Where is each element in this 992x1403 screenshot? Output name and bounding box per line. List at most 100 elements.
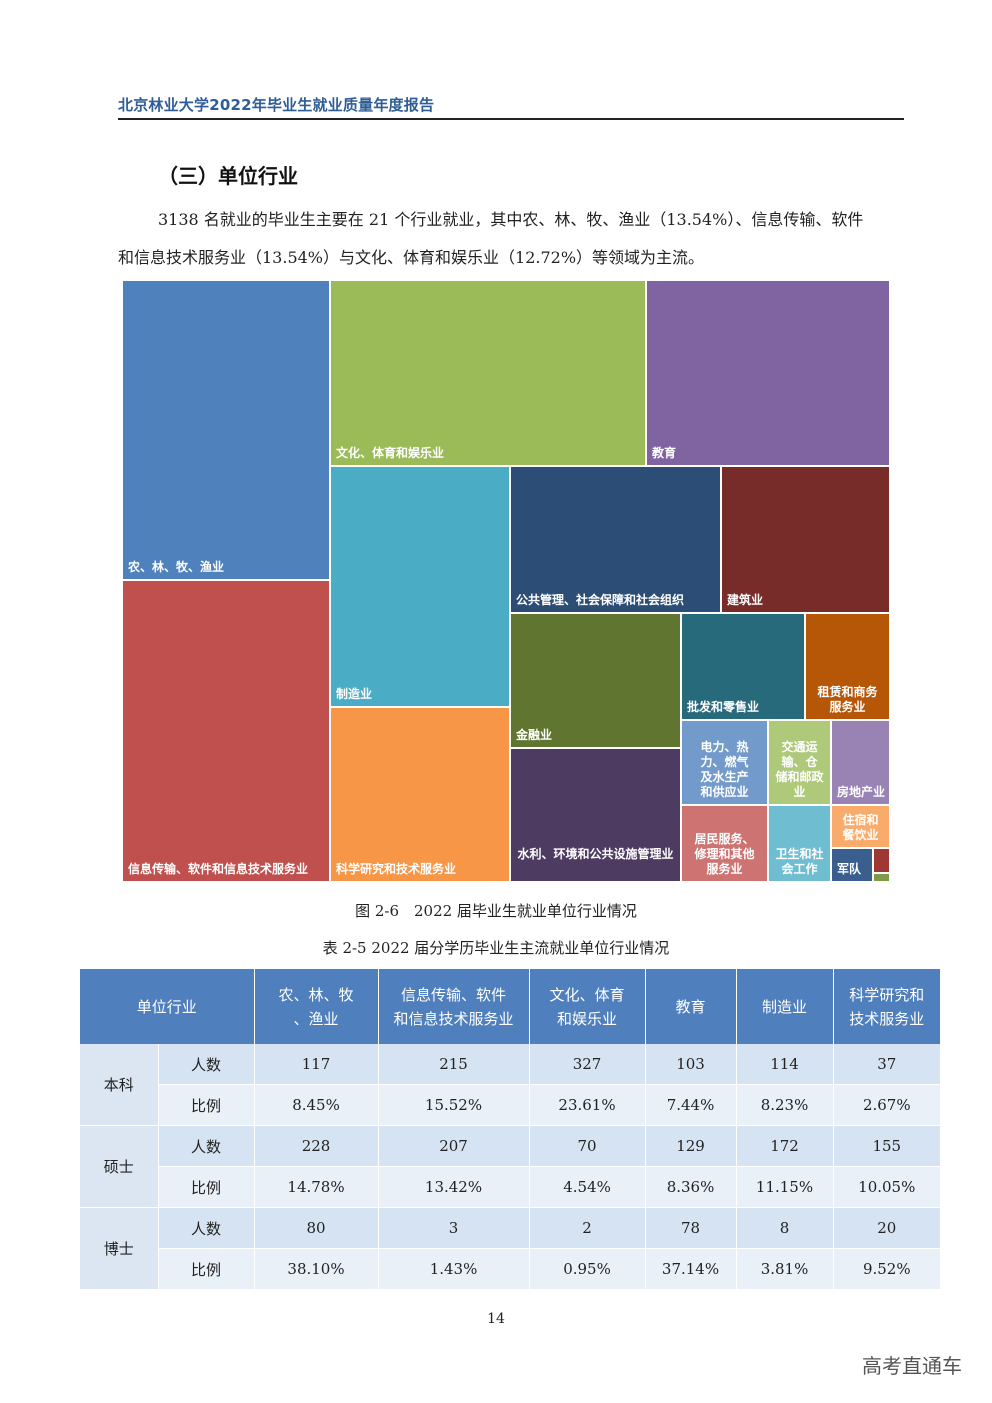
value-cell: 2.67% [833,1084,941,1126]
treemap-tile: 批发和零售业 [681,613,805,720]
treemap-tile: 交通运 输、仓 储和邮政业 [768,720,831,805]
value-cell: 37.14% [645,1248,737,1290]
header-cell-culture: 文化、体育 和娱乐业 [529,969,646,1044]
treemap-tile: 文化、体育和娱乐业 [330,280,646,466]
treemap-tile [873,873,890,882]
table-row: 比例 8.45% 15.52% 23.61% 7.44% 8.23% 2.67% [80,1084,941,1126]
report-header-title: 北京林业大学2022年毕业生就业质量年度报告 [118,96,435,114]
value-cell: 38.10% [254,1248,379,1290]
intro-paragraph-line-1: 3138 名就业的毕业生主要在 21 个行业就业，其中农、林、牧、渔业（13.5… [158,210,864,229]
treemap-tile-label: 卫生和社 会工作 [775,847,824,876]
value-cell: 2 [529,1207,646,1249]
treemap-tile-label: 租赁和商务 服务业 [817,685,878,714]
value-cell: 14.78% [254,1166,379,1208]
metric-cell: 人数 [158,1207,255,1249]
treemap-tile: 制造业 [330,466,510,707]
treemap-tile-label: 军队 [837,862,862,876]
table-row: 硕士 人数 228 207 70 129 172 155 [80,1125,941,1208]
metric-cell: 比例 [158,1166,255,1208]
treemap-tile: 居民服务、 修理和其他 服务业 [681,805,768,882]
treemap-tile: 电力、热 力、燃气 及水生产 和供应业 [681,720,768,805]
treemap-tile: 教育 [646,280,890,466]
value-cell: 0.95% [529,1248,646,1290]
value-cell: 3 [378,1207,530,1249]
treemap-tile: 金融业 [510,613,681,748]
value-cell: 114 [736,1044,834,1085]
header-cell-agriculture: 农、林、牧 、渔业 [254,969,379,1044]
value-cell: 8.45% [254,1084,379,1126]
treemap-tile-label: 批发和零售业 [687,700,760,714]
header-cell-education: 教育 [645,969,737,1044]
value-cell: 9.52% [833,1248,941,1290]
value-cell: 8.23% [736,1084,834,1126]
header-cell-it-services: 信息传输、软件 和信息技术服务业 [378,969,530,1044]
treemap-tile-label: 公共管理、社会保障和社会组织 [516,593,685,607]
table-row: 比例 38.10% 1.43% 0.95% 37.14% 3.81% 9.52% [80,1248,941,1290]
value-cell: 8 [736,1207,834,1249]
value-cell: 117 [254,1044,379,1085]
value-cell: 8.36% [645,1166,737,1208]
value-cell: 80 [254,1207,379,1249]
metric-cell: 人数 [158,1125,255,1167]
header-cell-research: 科学研究和 技术服务业 [833,969,941,1044]
value-cell: 1.43% [378,1248,530,1290]
header-cell-industry: 单位行业 [80,969,255,1044]
value-cell: 70 [529,1125,646,1167]
value-cell: 15.52% [378,1084,530,1126]
value-cell: 3.81% [736,1248,834,1290]
treemap-tile-label: 科学研究和技术服务业 [336,862,457,876]
value-cell: 215 [378,1044,530,1085]
treemap-tile-label: 制造业 [336,687,373,701]
treemap-tile-label: 交通运 输、仓 储和邮政业 [775,740,824,799]
treemap-tile: 住宿和 餐饮业 [831,805,890,848]
table-row: 本科 人数 117 215 327 103 114 37 [80,1044,941,1126]
treemap-tile: 信息传输、软件和信息技术服务业 [122,580,330,882]
treemap-tile-label: 居民服务、 修理和其他 服务业 [694,832,755,876]
treemap-tile-label: 信息传输、软件和信息技术服务业 [128,862,309,876]
degree-cell: 博士 [80,1207,159,1290]
treemap-tile-label: 金融业 [516,728,553,742]
value-cell: 20 [833,1207,941,1249]
value-cell: 103 [645,1044,737,1085]
table-row: 比例 14.78% 13.42% 4.54% 8.36% 11.15% 10.0… [80,1166,941,1208]
treemap-tile: 房地产业 [831,720,890,805]
watermark: 高考直通车 [862,1354,962,1378]
metric-cell: 人数 [158,1044,255,1085]
intro-paragraph-line-2: 和信息技术服务业（13.54%）与文化、体育和娱乐业（12.72%）等领域为主流… [118,248,705,267]
value-cell: 172 [736,1125,834,1167]
metric-cell: 比例 [158,1248,255,1290]
section-heading: （三）单位行业 [158,164,298,188]
header-cell-manufacturing: 制造业 [736,969,834,1044]
treemap-tile: 建筑业 [721,466,890,613]
treemap-tile: 公共管理、社会保障和社会组织 [510,466,721,613]
value-cell: 10.05% [833,1166,941,1208]
treemap-tile: 军队 [831,848,873,882]
treemap-tile: 租赁和商务 服务业 [805,613,890,720]
treemap-tile: 农、林、牧、渔业 [122,280,330,580]
treemap-tile: 水利、环境和公共设施管理业 [510,748,681,882]
value-cell: 4.54% [529,1166,646,1208]
value-cell: 23.61% [529,1084,646,1126]
header-divider [118,118,904,120]
value-cell: 11.15% [736,1166,834,1208]
industry-treemap: 农、林、牧、渔业信息传输、软件和信息技术服务业 文化、体育和娱乐业 教育制造业科学研… [122,280,890,882]
treemap-tile: 科学研究和技术服务业 [330,707,510,882]
value-cell: 7.44% [645,1084,737,1126]
value-cell: 327 [529,1044,646,1085]
treemap-tile [873,848,890,873]
table-header-row: 单位行业 农、林、牧 、渔业 信息传输、软件 和信息技术服务业 文化、体育 和娱乐业 … [80,969,941,1044]
degree-cell: 硕士 [80,1125,159,1208]
treemap-tile-label: 房地产业 [837,785,886,799]
value-cell: 155 [833,1125,941,1167]
treemap-tile-label: 文化、体育和娱乐业 [336,446,445,460]
figure-caption: 图 2-6 2022 届毕业生就业单位行业情况 [355,902,637,920]
treemap-tile-label: 住宿和 餐饮业 [842,813,879,842]
value-cell: 228 [254,1125,379,1167]
treemap-tile-label: 农、林、牧、渔业 [128,560,225,574]
treemap-tile-label: 电力、热 力、燃气 及水生产 和供应业 [700,740,749,799]
page-number: 14 [487,1311,505,1327]
treemap-tile-label: 建筑业 [727,593,764,607]
table-row: 博士 人数 80 3 2 78 8 20 [80,1207,941,1290]
treemap-tile: 卫生和社 会工作 [768,805,831,882]
value-cell: 78 [645,1207,737,1249]
